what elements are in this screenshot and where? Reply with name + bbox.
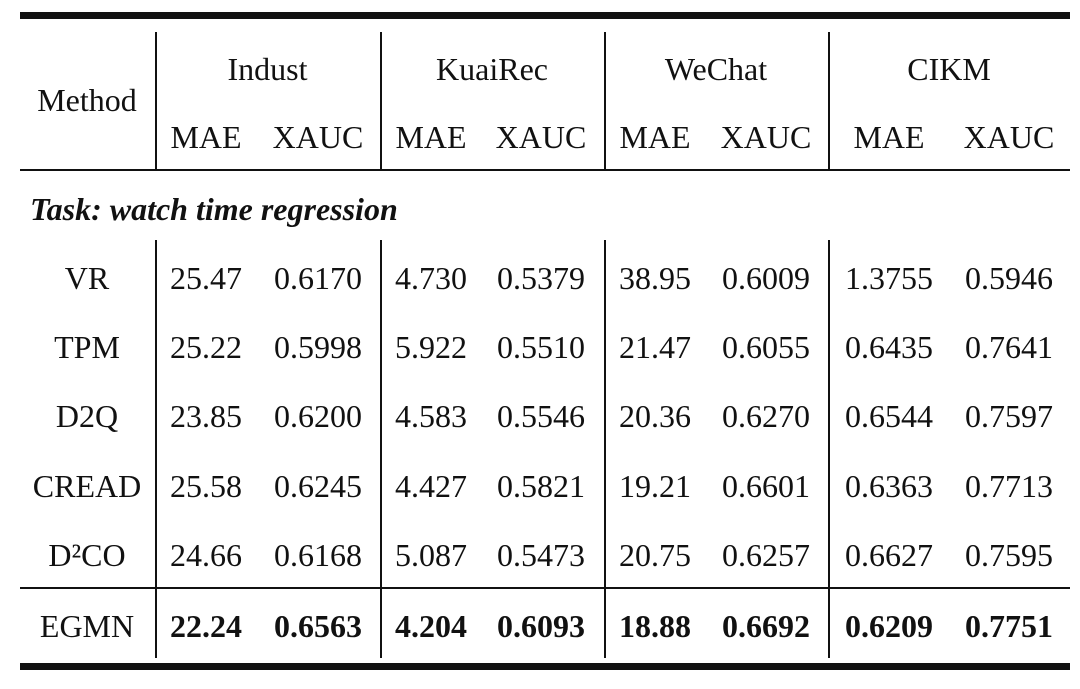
group-header: Indust xyxy=(227,51,308,87)
subcolumn-header: XAUC xyxy=(963,119,1055,155)
cell-best: 0.6692 xyxy=(722,608,810,644)
bottom-rule xyxy=(20,663,1070,670)
cell: 4.583 xyxy=(395,398,467,434)
cell: 0.7641 xyxy=(965,329,1053,365)
column-rule xyxy=(380,32,382,169)
cell: 1.3755 xyxy=(845,260,933,296)
column-rule xyxy=(828,32,830,169)
cell: 0.6270 xyxy=(722,398,810,434)
method-header: Method xyxy=(37,82,137,118)
cell: 0.7595 xyxy=(965,537,1053,573)
column-rule xyxy=(155,589,157,658)
header-rule xyxy=(20,169,1070,171)
method-name: VR xyxy=(64,260,110,296)
cell: 0.6170 xyxy=(274,260,362,296)
cell: 0.5998 xyxy=(274,329,362,365)
cell: 0.6245 xyxy=(274,468,362,504)
subcolumn-header: MAE xyxy=(170,119,242,155)
method-name: CREAD xyxy=(32,468,142,504)
cell: 0.5946 xyxy=(965,260,1053,296)
cell-best: 0.6563 xyxy=(274,608,362,644)
section-label: Task: watch time regression xyxy=(30,191,398,227)
cell: 21.47 xyxy=(619,329,691,365)
cell: 20.36 xyxy=(619,398,691,434)
cell: 0.5473 xyxy=(497,537,585,573)
cell: 0.6200 xyxy=(274,398,362,434)
column-rule xyxy=(604,589,606,658)
column-rule xyxy=(604,32,606,169)
method-name: TPM xyxy=(54,329,120,365)
column-rule xyxy=(380,240,382,587)
column-rule xyxy=(828,589,830,658)
method-name: EGMN xyxy=(39,608,135,644)
column-rule xyxy=(155,32,157,169)
group-header: CIKM xyxy=(907,51,991,87)
cell-best: 4.204 xyxy=(395,608,467,644)
cell: 38.95 xyxy=(619,260,691,296)
cell: 25.22 xyxy=(170,329,242,365)
cell-best: 18.88 xyxy=(619,608,691,644)
method-name: D²CO xyxy=(48,537,126,573)
cell: 0.6257 xyxy=(722,537,810,573)
cell: 0.6544 xyxy=(845,398,933,434)
cell: 0.7597 xyxy=(965,398,1053,434)
cell: 5.922 xyxy=(395,329,467,365)
method-name: D2Q xyxy=(55,398,119,434)
column-rule xyxy=(604,240,606,587)
cell: 0.5821 xyxy=(497,468,585,504)
group-header: WeChat xyxy=(664,51,768,87)
cell-best: 22.24 xyxy=(170,608,242,644)
cell: 0.6601 xyxy=(722,468,810,504)
cell: 4.427 xyxy=(395,468,467,504)
column-rule xyxy=(380,589,382,658)
subcolumn-header: MAE xyxy=(853,119,925,155)
cell: 19.21 xyxy=(619,468,691,504)
column-rule xyxy=(828,240,830,587)
cell-best: 0.6093 xyxy=(497,608,585,644)
cell: 0.7713 xyxy=(965,468,1053,504)
cell: 20.75 xyxy=(619,537,691,573)
group-header: KuaiRec xyxy=(436,51,548,87)
cell: 0.5379 xyxy=(497,260,585,296)
cell: 0.5510 xyxy=(497,329,585,365)
cell: 4.730 xyxy=(395,260,467,296)
cell: 25.58 xyxy=(170,468,242,504)
subcolumn-header: MAE xyxy=(619,119,691,155)
subcolumn-header: XAUC xyxy=(495,119,587,155)
cell: 23.85 xyxy=(170,398,242,434)
cell: 0.6055 xyxy=(722,329,810,365)
cell: 24.66 xyxy=(170,537,242,573)
cell: 0.6627 xyxy=(845,537,933,573)
cell: 0.5546 xyxy=(497,398,585,434)
subcolumn-header: XAUC xyxy=(720,119,812,155)
mid-rule xyxy=(20,587,1070,589)
cell: 0.6435 xyxy=(845,329,933,365)
cell: 25.47 xyxy=(170,260,242,296)
top-rule xyxy=(20,12,1070,19)
cell-best: 0.6209 xyxy=(845,608,933,644)
subcolumn-header: XAUC xyxy=(272,119,364,155)
subcolumn-header: MAE xyxy=(395,119,467,155)
cell-best: 0.7751 xyxy=(965,608,1053,644)
column-rule xyxy=(155,240,157,587)
cell: 0.6009 xyxy=(722,260,810,296)
cell: 0.6363 xyxy=(845,468,933,504)
cell: 0.6168 xyxy=(274,537,362,573)
cell: 5.087 xyxy=(395,537,467,573)
